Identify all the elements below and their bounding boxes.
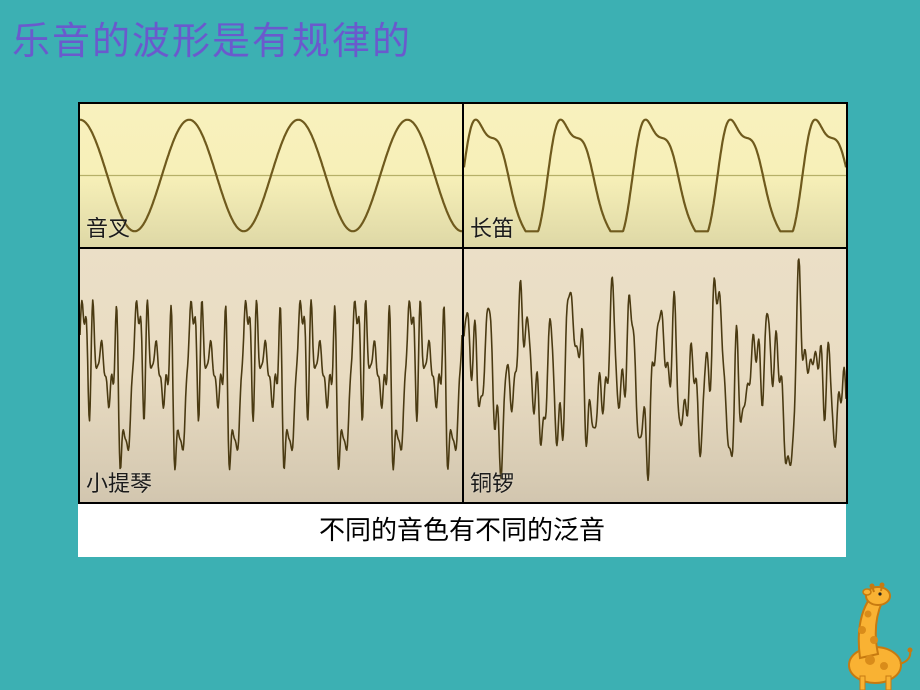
waveform-figure: 音叉 长笛 小提琴 铜锣 不同的音色有不同的泛音 (78, 102, 846, 557)
waveform-flute (464, 104, 846, 247)
panel-tuning-fork: 音叉 (79, 103, 463, 248)
panel-gong: 铜锣 (463, 248, 847, 503)
label-gong: 铜锣 (470, 466, 514, 498)
page-title: 乐音的波形是有规律的 (12, 10, 412, 65)
waveform-grid: 音叉 长笛 小提琴 铜锣 (78, 102, 848, 504)
giraffe-icon (800, 580, 920, 690)
waveform-violin (80, 249, 462, 502)
label-flute: 长笛 (470, 211, 514, 243)
panel-violin: 小提琴 (79, 248, 463, 503)
waveform-gong (464, 249, 846, 502)
figure-caption: 不同的音色有不同的泛音 (78, 504, 846, 557)
label-tuning-fork: 音叉 (86, 211, 130, 243)
waveform-tuning-fork (80, 104, 462, 247)
label-violin: 小提琴 (86, 466, 152, 498)
panel-flute: 长笛 (463, 103, 847, 248)
